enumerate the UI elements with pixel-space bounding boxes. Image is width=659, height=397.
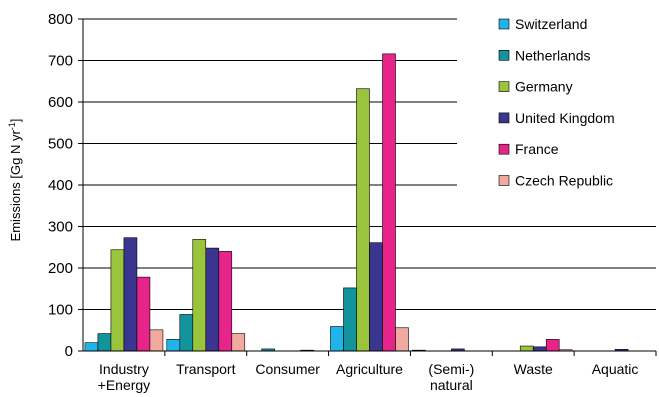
- legend-swatch-0: [498, 18, 510, 30]
- legend-label-3: United Kingdom: [515, 110, 615, 126]
- y-tick-label-400: 400: [48, 177, 73, 194]
- x-tick-label-0-0: Industry: [99, 361, 149, 377]
- bar-france-3: [382, 53, 396, 352]
- legend: Switzerland Netherlands Germany United King…: [498, 16, 615, 189]
- y-tick-label-600: 600: [48, 94, 73, 111]
- y-axis-label-main: Emissions [Gg N yr: [8, 130, 23, 242]
- bar-france-1: [218, 251, 233, 352]
- bar-germany-3: [356, 88, 370, 352]
- bar-united-kingdom-3: [369, 242, 383, 352]
- legend-label-4: France: [515, 141, 559, 157]
- bar-france-0: [136, 276, 151, 352]
- bar-czech-republic-0: [149, 329, 164, 352]
- bar-switzerland-3: [330, 326, 344, 352]
- legend-label-1: Netherlands: [515, 47, 591, 63]
- bar-united-kingdom-0: [123, 237, 138, 352]
- y-tick-label-300: 300: [48, 219, 73, 236]
- y-tick-label-500: 500: [48, 136, 73, 153]
- x-tick-label-4-0: (Semi-): [428, 361, 474, 377]
- y-tick-label-200: 200: [48, 260, 73, 277]
- x-tick-labels: Industry+Energy Transport Consumer Agricult…: [98, 361, 639, 393]
- legend-swatch-3: [498, 112, 510, 124]
- x-tick-label-6-0: Aquatic: [592, 361, 639, 377]
- bars-layer: [84, 53, 629, 352]
- bar-germany-5: [519, 345, 534, 352]
- legend-swatch-2: [498, 81, 510, 92]
- bar-czech-republic-3: [395, 327, 409, 352]
- y-tick-labels: 0 100 200 300 400 500 600 700 800: [48, 11, 73, 360]
- bar-united-kingdom-5: [532, 346, 547, 352]
- x-tick-label-3-0: Agriculture: [336, 361, 403, 377]
- legend-swatch-4: [498, 143, 510, 155]
- legend-swatch-5: [498, 175, 510, 186]
- legend-label-0: Switzerland: [515, 16, 587, 32]
- x-tick-label-1-0: Transport: [176, 361, 236, 377]
- y-axis-label-sup: -1: [7, 122, 17, 130]
- legend-label-5: Czech Republic: [515, 173, 613, 189]
- legend-swatch-1: [498, 49, 510, 61]
- bar-switzerland-0: [84, 342, 99, 352]
- y-axis-label: Emissions [Gg N yr-1]: [7, 119, 23, 242]
- x-tick-label-4-1: natural: [430, 377, 473, 393]
- bar-germany-1: [192, 239, 207, 352]
- x-tick-label-5-0: Waste: [514, 361, 553, 377]
- legend-label-2: Germany: [515, 79, 573, 95]
- x-tick-label-0-1: +Energy: [98, 377, 151, 393]
- bar-united-kingdom-1: [205, 247, 220, 352]
- y-tick-label-100: 100: [48, 302, 73, 319]
- y-tick-label-700: 700: [48, 53, 73, 70]
- bar-france-5: [545, 339, 560, 352]
- bar-netherlands-1: [179, 314, 194, 352]
- y-tick-label-0: 0: [65, 343, 73, 360]
- bar-netherlands-3: [343, 287, 357, 352]
- y-axis-label-end: ]: [8, 119, 23, 123]
- bar-netherlands-0: [97, 333, 112, 352]
- x-tick-label-2-0: Consumer: [255, 361, 320, 377]
- bar-switzerland-1: [166, 339, 181, 352]
- bar-czech-republic-1: [231, 333, 246, 352]
- bar-germany-0: [110, 249, 125, 352]
- axes: [78, 18, 657, 356]
- y-tick-label-800: 800: [48, 11, 73, 28]
